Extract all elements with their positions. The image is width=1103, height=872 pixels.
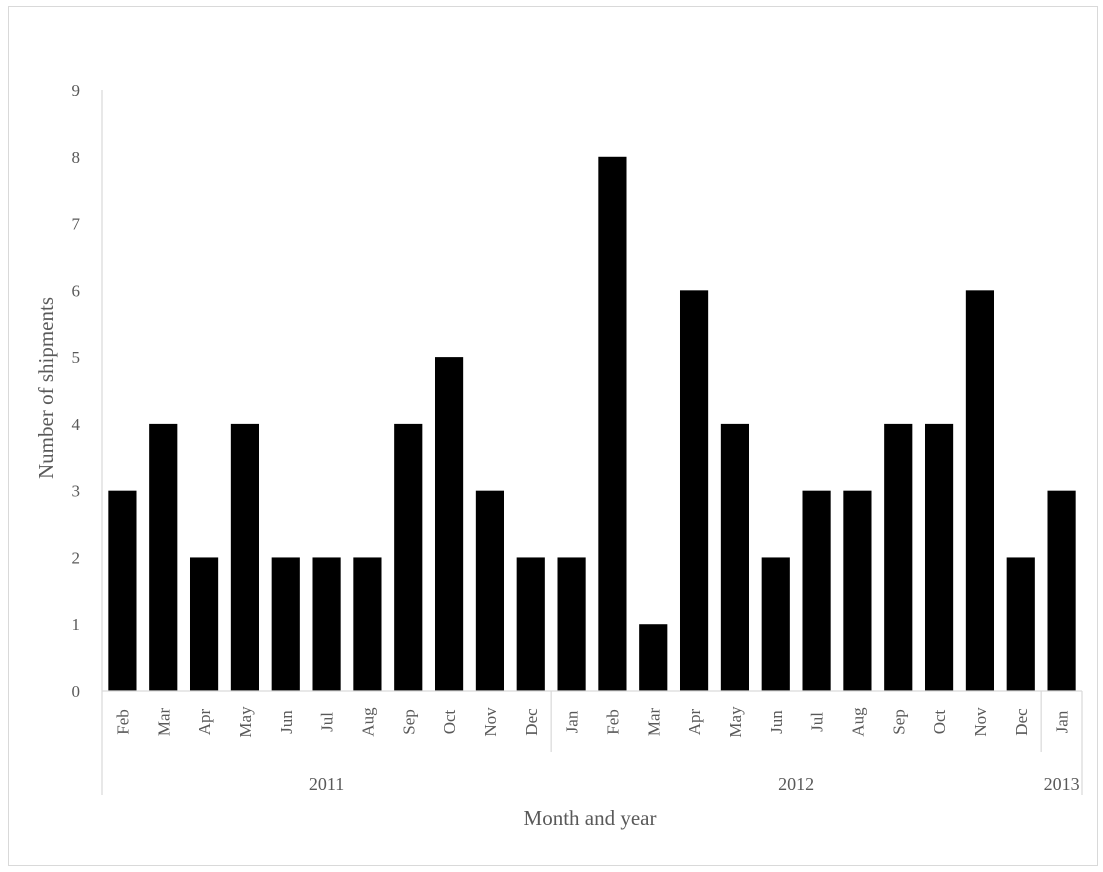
chart-frame: [8, 6, 1098, 866]
bar: [475, 490, 505, 691]
y-axis-ticks: 0 1 2 3 4 5 6 7 8 9: [72, 81, 81, 701]
bar: [394, 423, 423, 691]
y-tick-label: 6: [72, 281, 81, 300]
x-axis-year-groups: 2011 2012 2013: [309, 691, 1083, 795]
bar: [353, 557, 382, 691]
x-category-label: Jun: [277, 710, 296, 734]
x-category-label: Feb: [603, 709, 622, 735]
y-tick-label: 1: [72, 615, 81, 634]
x-category-label: Oct: [930, 709, 949, 734]
bar: [965, 290, 995, 691]
axes: [101, 90, 1082, 795]
year-group-label: 2011: [309, 774, 344, 794]
bar: [189, 557, 219, 691]
x-category-label: Jul: [808, 712, 827, 732]
x-category-label: Nov: [481, 707, 500, 737]
x-category-label: Mar: [154, 708, 173, 737]
x-category-label: Nov: [971, 707, 990, 737]
bar: [230, 423, 260, 691]
x-category-label: Jan: [563, 710, 582, 733]
y-tick-label: 7: [72, 215, 81, 234]
x-category-label: Mar: [644, 708, 663, 737]
bar: [924, 423, 954, 691]
x-category-label: Aug: [848, 707, 867, 737]
bar: [843, 490, 872, 691]
bar: [108, 490, 137, 691]
y-tick-label: 0: [72, 682, 81, 701]
y-tick-label: 2: [72, 548, 81, 567]
y-tick-label: 8: [72, 148, 81, 167]
y-tick-label: 3: [72, 482, 81, 501]
x-category-label: Sep: [889, 709, 908, 735]
bar: [149, 423, 178, 691]
x-category-label: Dec: [522, 708, 541, 736]
x-category-label: Oct: [440, 709, 459, 734]
bar: [598, 156, 627, 691]
y-tick-label: 4: [72, 415, 81, 434]
bar: [1006, 557, 1035, 691]
x-category-label: Apr: [685, 708, 704, 735]
bar: [271, 557, 300, 691]
bar: [312, 557, 341, 691]
bar: [1047, 490, 1076, 691]
x-category-label: Jun: [767, 710, 786, 734]
bar: [761, 557, 790, 691]
y-tick-label: 5: [72, 348, 81, 367]
bar: [884, 423, 913, 691]
bar: [802, 490, 831, 691]
bar: [679, 290, 709, 691]
x-axis-title: Month and year: [524, 806, 657, 830]
x-category-label: Aug: [358, 707, 377, 737]
x-category-label: Jan: [1053, 710, 1072, 733]
year-group-label: 2013: [1044, 774, 1080, 794]
bar: [639, 624, 668, 691]
x-category-label: Feb: [113, 709, 132, 735]
x-category-label: May: [726, 706, 745, 738]
bar: [516, 557, 545, 691]
x-category-label: Jul: [318, 712, 337, 732]
x-category-label: Sep: [399, 709, 418, 735]
y-tick-label: 9: [72, 81, 81, 100]
x-category-label: Dec: [1012, 708, 1031, 736]
year-group-label: 2012: [778, 774, 814, 794]
x-axis-categories: Feb Mar Apr May Jun Jul Aug Sep Oct Nov Dec Jan Feb M…: [113, 706, 1071, 738]
x-category-label: May: [236, 706, 255, 738]
y-axis-title: Number of shipments: [34, 297, 58, 479]
bar: [720, 423, 750, 691]
bar: [557, 557, 586, 691]
x-category-label: Apr: [195, 708, 214, 735]
bar: [434, 357, 464, 691]
bar-series: [108, 156, 1076, 691]
